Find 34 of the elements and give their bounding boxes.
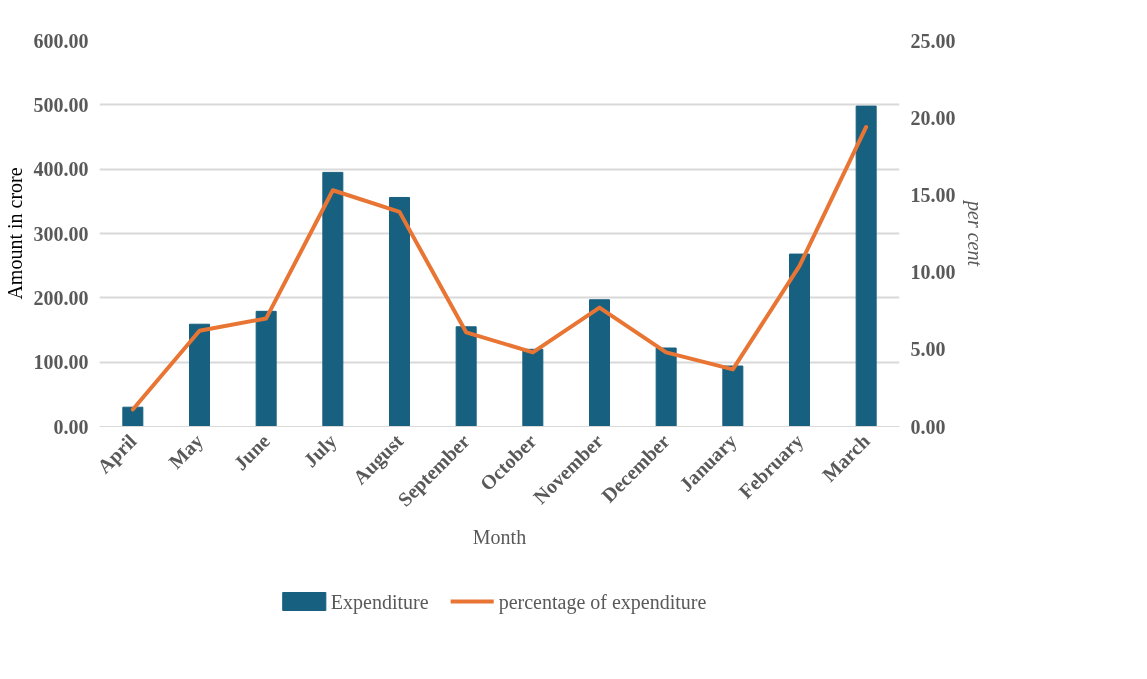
- y-tick-label: 100.00: [33, 351, 89, 374]
- y-tick-label: 500.00: [33, 93, 89, 116]
- bar: [122, 406, 144, 427]
- x-tick-label: June: [229, 429, 275, 475]
- y2-axis-title: per cent: [962, 199, 986, 267]
- bar: [189, 323, 210, 427]
- bar: [789, 253, 810, 427]
- y-tick-label: 600.00: [33, 29, 89, 52]
- y2-tick-label: 25.00: [910, 29, 956, 52]
- bar: [322, 171, 344, 427]
- bar: [522, 348, 544, 427]
- y2-tick-label: 0.00: [910, 415, 946, 438]
- bar: [589, 299, 610, 427]
- y2-tick-label: 10.00: [910, 261, 956, 284]
- y-tick-label: 200.00: [33, 286, 89, 309]
- y2-tick-label: 5.00: [910, 338, 946, 361]
- legend-label: percentage of expenditure: [498, 590, 707, 614]
- bar: [655, 347, 677, 427]
- line-series: [130, 124, 869, 412]
- bar: [255, 310, 277, 427]
- x-tick-label: July: [299, 429, 342, 472]
- legend-label: Expenditure: [330, 590, 429, 614]
- y-tick-label: 300.00: [33, 222, 89, 245]
- y-axis-title: Amount in crore: [3, 167, 26, 300]
- y2-tick-label: 15.00: [910, 183, 956, 206]
- bar: [722, 365, 744, 427]
- y2-tick-label: 20.00: [910, 106, 956, 129]
- bar: [855, 105, 877, 427]
- bar: [455, 326, 477, 427]
- y-tick-label: 0.00: [53, 415, 89, 438]
- x-axis-title: Month: [472, 526, 527, 549]
- bar: [389, 196, 410, 427]
- x-tick-label: May: [164, 429, 208, 474]
- y-tick-label: 400.00: [33, 158, 89, 181]
